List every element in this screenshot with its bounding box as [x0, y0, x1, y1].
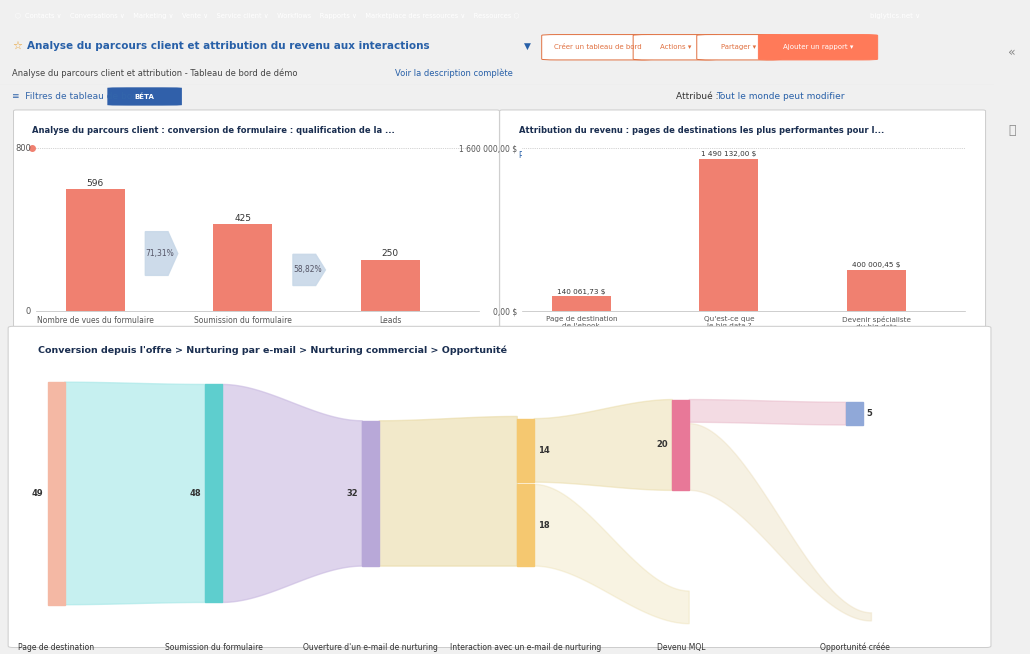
- FancyBboxPatch shape: [758, 35, 878, 60]
- Polygon shape: [222, 385, 363, 602]
- Text: 250: 250: [382, 249, 399, 258]
- Bar: [213, 224, 272, 311]
- Bar: [205, 385, 222, 602]
- Polygon shape: [535, 485, 689, 624]
- Text: Attribution du revenu : pages de destinations les plus performantes pour l...: Attribution du revenu : pages de destina…: [518, 126, 884, 135]
- Text: 596: 596: [87, 179, 104, 188]
- Bar: [847, 270, 906, 311]
- Text: 49: 49: [31, 489, 43, 498]
- Text: biglytics.net ∨: biglytics.net ∨: [869, 12, 920, 18]
- Text: Page de destination: Page de destination: [18, 643, 94, 652]
- Text: 5: 5: [867, 409, 872, 418]
- Text: Analyse du parcours client et attribution - Tableau de bord de démo: Analyse du parcours client et attributio…: [12, 69, 300, 78]
- Text: ☆: ☆: [12, 41, 22, 51]
- Polygon shape: [689, 424, 871, 621]
- Bar: [846, 402, 863, 425]
- Text: Analyse du parcours client et attribution du revenu aux interactions: Analyse du parcours client et attributio…: [27, 41, 430, 51]
- Text: Interaction avec un e-mail de nurturing: Interaction avec un e-mail de nurturing: [450, 643, 602, 652]
- Text: Soumission du formulaire: Soumission du formulaire: [165, 643, 263, 652]
- Bar: [363, 421, 379, 566]
- Text: 14: 14: [538, 446, 550, 455]
- Text: 20: 20: [656, 440, 667, 449]
- FancyBboxPatch shape: [696, 35, 781, 60]
- Polygon shape: [379, 417, 517, 566]
- Bar: [360, 260, 420, 311]
- FancyBboxPatch shape: [500, 110, 986, 327]
- Text: Voir la description complète: Voir la description complète: [394, 69, 513, 78]
- Text: BÉTA: BÉTA: [135, 94, 154, 99]
- Text: Ouverture d'un e-mail de nurturing: Ouverture d'un e-mail de nurturing: [303, 643, 438, 652]
- FancyBboxPatch shape: [542, 35, 653, 60]
- Text: Attribué :: Attribué :: [676, 92, 718, 101]
- Text: Devenu MQL: Devenu MQL: [656, 643, 705, 652]
- Text: Créer un tableau de bord: Créer un tableau de bord: [553, 44, 642, 50]
- Text: 400 000,45 $: 400 000,45 $: [853, 262, 900, 268]
- Text: 48: 48: [190, 489, 201, 498]
- FancyBboxPatch shape: [13, 110, 500, 327]
- Polygon shape: [689, 400, 846, 425]
- Text: 140 061,73 $: 140 061,73 $: [557, 288, 606, 294]
- Polygon shape: [535, 400, 673, 490]
- Polygon shape: [293, 254, 325, 286]
- Text: Analyse du parcours client : conversion de formulaire : qualification de la ...: Analyse du parcours client : conversion …: [32, 126, 396, 135]
- Text: 32: 32: [346, 489, 357, 498]
- Text: 425: 425: [234, 214, 251, 223]
- Text: ⬡  Contacts ∨    Conversations ∨    Marketing ∨    Vente ∨    Service client ∨  : ⬡ Contacts ∨ Conversations ∨ Marketing ∨…: [14, 12, 519, 19]
- Text: 1 490 132,00 $: 1 490 132,00 $: [701, 151, 756, 157]
- Text: Tout le monde peut modifier: Tout le monde peut modifier: [716, 92, 845, 101]
- Text: Contacts (nombre): Contacts (nombre): [43, 143, 115, 152]
- Bar: [673, 400, 689, 490]
- Polygon shape: [65, 382, 205, 605]
- Bar: [517, 485, 535, 566]
- Text: 58,82%: 58,82%: [294, 266, 321, 275]
- Bar: [47, 382, 65, 605]
- Text: Opportunité créée: Opportunité créée: [820, 643, 890, 652]
- Text: Ajouter un rapport ▾: Ajouter un rapport ▾: [783, 44, 853, 50]
- Text: «: «: [1008, 46, 1016, 59]
- Bar: [699, 159, 758, 311]
- FancyBboxPatch shape: [8, 326, 991, 647]
- Text: Plage de dates : Au cours des 365derniers jours: Plage de dates : Au cours des 365dernier…: [518, 151, 701, 160]
- Text: ≡  Filtres de tableau de bord: ≡ Filtres de tableau de bord: [12, 92, 141, 101]
- FancyBboxPatch shape: [633, 35, 718, 60]
- Text: Partager ▾: Partager ▾: [721, 44, 757, 50]
- Text: 71,31%: 71,31%: [145, 249, 174, 258]
- Text: Conversion depuis l'offre > Nurturing par e-mail > Nurturing commercial > Opport: Conversion depuis l'offre > Nurturing pa…: [38, 345, 507, 355]
- Bar: [517, 419, 535, 482]
- Text: 💬: 💬: [1008, 124, 1016, 137]
- Polygon shape: [145, 232, 178, 275]
- Bar: [552, 296, 611, 311]
- Text: ▼: ▼: [524, 42, 530, 50]
- Text: Actions ▾: Actions ▾: [659, 44, 691, 50]
- X-axis label: Étape suivante: Étape suivante: [219, 330, 296, 341]
- FancyBboxPatch shape: [107, 87, 182, 105]
- Bar: [66, 189, 125, 311]
- Text: 18: 18: [538, 521, 550, 530]
